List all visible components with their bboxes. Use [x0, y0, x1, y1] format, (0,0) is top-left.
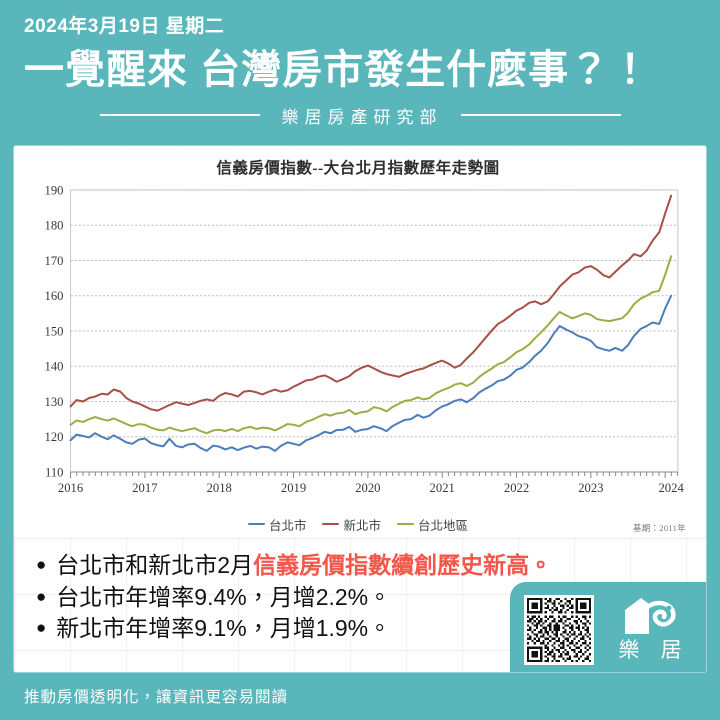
qr-code-svg: [527, 598, 591, 662]
bullet-dot-icon: ●: [36, 618, 47, 638]
footer-text: 推動房價透明化，讓資訊更容易閱讀: [24, 689, 289, 706]
bullet-text: 台北市和新北市2月信義房價指數續創歷史新高。: [56, 550, 552, 582]
header-date: 2024年3月19日 星期二: [24, 16, 225, 37]
svg-text:170: 170: [45, 254, 64, 268]
chart-base-note: 基期：2011年: [632, 523, 686, 533]
legend-swatch-new-taipei: [322, 522, 340, 526]
svg-text:2020: 2020: [355, 481, 380, 495]
footer: 推動房價透明化，讓資訊更容易閱讀: [0, 672, 720, 720]
legend-item-taipei-region[interactable]: 台北地區: [397, 515, 468, 534]
page-title: 一覺醒來 台灣房市發生什麼事？！: [24, 47, 652, 92]
legend-label-taipei: 台北市: [268, 518, 307, 533]
svg-text:2016: 2016: [58, 481, 83, 495]
divider-right: [460, 114, 621, 117]
svg-text:2017: 2017: [132, 481, 157, 495]
bullet-dot-icon: ●: [36, 555, 47, 574]
legend-swatch-taipei: [247, 522, 265, 526]
legend-swatch-taipei-region: [397, 522, 414, 526]
list-item: ● 台北市和新北市2月信義房價指數續創歷史新高。: [36, 550, 688, 582]
legend-item-taipei[interactable]: 台北市: [247, 515, 307, 534]
svg-text:2024: 2024: [659, 481, 685, 495]
svg-text:180: 180: [45, 219, 64, 233]
bullet-text-plain: 台北市和新北市2月: [56, 552, 254, 578]
svg-text:190: 190: [45, 184, 64, 198]
chart-legend: 台北市 新北市 台北地區 基期：2011年: [24, 514, 692, 534]
subtitle-row: 樂居房產研究部: [24, 103, 696, 128]
brand-logo: 樂 居: [604, 596, 696, 664]
logo-badge: 樂 居: [510, 582, 706, 672]
bullet-dot-icon: ●: [36, 586, 47, 606]
house-logo-icon: [625, 598, 676, 634]
svg-text:2019: 2019: [281, 481, 306, 495]
svg-text:2023: 2023: [578, 481, 603, 495]
chart-title: 信義房價指數--大台北月指數歷年走勢圖: [216, 160, 500, 177]
bullet-text-highlight: 信義房價指數續創歷史新高。: [253, 552, 553, 578]
legend-label-taipei-region: 台北地區: [418, 518, 469, 533]
svg-text:160: 160: [45, 289, 64, 303]
header: 2024年3月19日 星期二 一覺醒來 台灣房市發生什麼事？！ 樂居房產研究部: [0, 0, 720, 146]
list-item: ● 台北市年增率9.4%，月增2.2%。: [36, 582, 688, 614]
legend-label-new-taipei: 新北市: [343, 518, 381, 533]
svg-text:2021: 2021: [430, 481, 455, 495]
svg-text:2018: 2018: [207, 481, 232, 495]
chart-panel: 信義房價指數--大台北月指數歷年走勢圖 110 120 130 140 150 160 17…: [14, 146, 706, 536]
list-item: ● 新北市年增率9.1%，月增1.9%。: [36, 613, 688, 645]
svg-text:140: 140: [45, 360, 64, 374]
svg-text:2022: 2022: [504, 481, 529, 495]
chart-plot-area: 110 120 130 140 150 160 170 180 190 2016 2017 2018 2…: [24, 182, 692, 512]
line-chart: 110 120 130 140 150 160 170 180 190 2016 2017 2018 2…: [45, 184, 685, 495]
bullet-list: ● 台北市和新北市2月信義房價指數續創歷史新高。 ● 台北市年增率9.4%，月增…: [14, 536, 706, 672]
svg-text:130: 130: [45, 395, 64, 409]
svg-text:110: 110: [45, 466, 64, 480]
qr-code-icon[interactable]: [524, 595, 594, 665]
brand-name: 樂 居: [618, 638, 690, 662]
svg-text:150: 150: [45, 325, 64, 339]
svg-text:120: 120: [45, 430, 64, 444]
bullet-text-plain: 台北市年增率9.4%，月增2.2%。: [56, 583, 392, 610]
content-card: 信義房價指數--大台北月指數歷年走勢圖 110 120 130 140 150 160 17…: [14, 146, 706, 672]
subtitle-label: 樂居房產研究部: [281, 107, 443, 127]
legend-item-new-taipei[interactable]: 新北市: [322, 515, 381, 534]
bullet-text-plain: 新北市年增率9.1%，月增1.9%。: [56, 615, 392, 642]
divider-left: [99, 114, 260, 117]
